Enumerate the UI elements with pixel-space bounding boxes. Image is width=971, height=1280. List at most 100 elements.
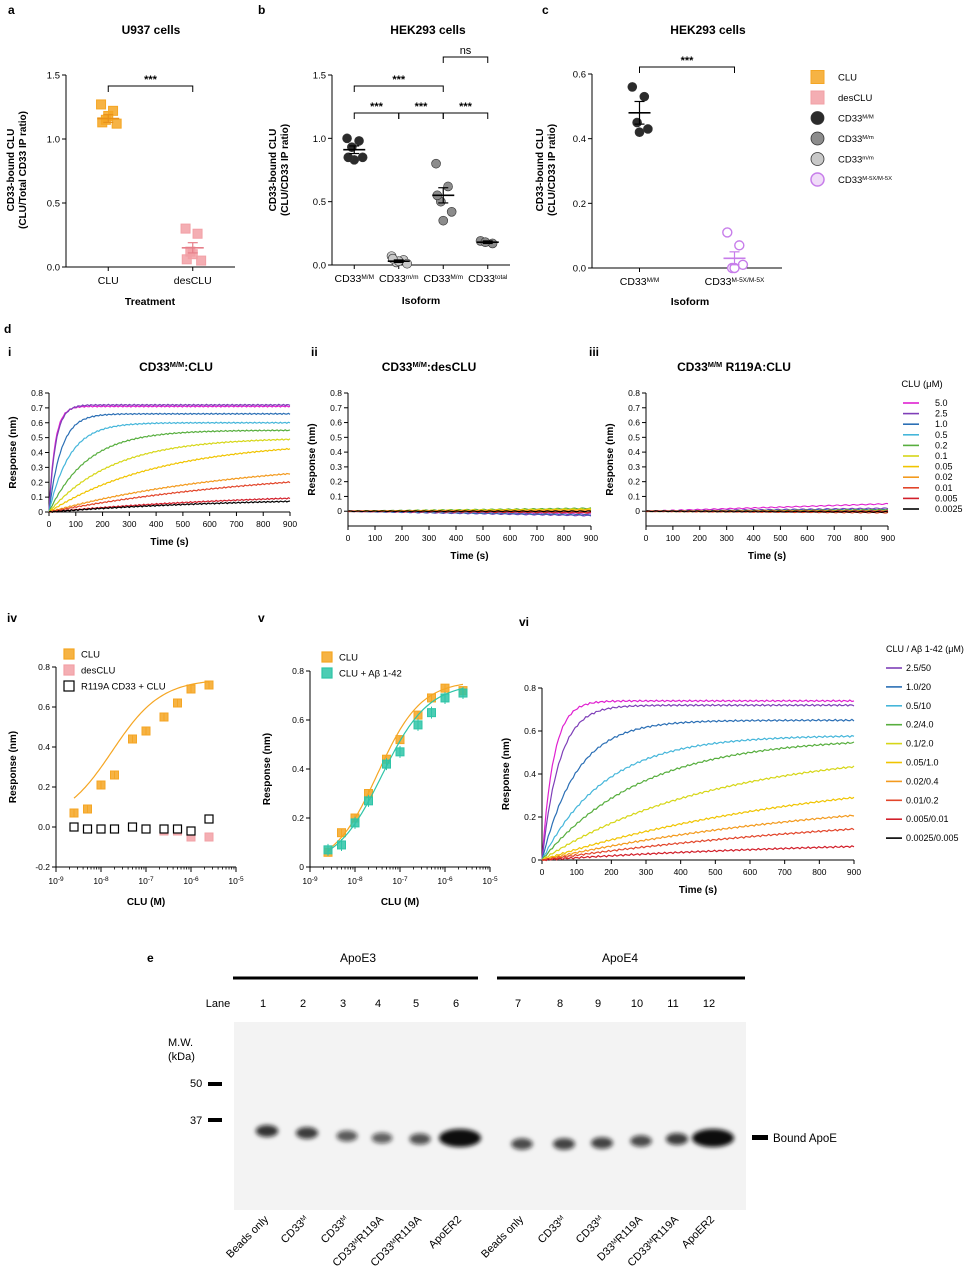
tick-base: 10: [347, 876, 357, 886]
data-point: [737, 259, 749, 270]
y-tick-label: 0.6: [573, 70, 586, 81]
label-sup: M: [646, 1237, 655, 1246]
y-tick-label: 0.4: [31, 448, 43, 458]
legend-label: R119A CD33 + CLU: [81, 682, 166, 693]
legend-label: 0.02: [935, 472, 953, 482]
legend-label: 0.05/1.0: [906, 758, 939, 768]
series-line: [541, 765, 855, 861]
x-tick-label: 900: [881, 533, 895, 543]
legend-label: 0.2/4.0: [906, 720, 934, 730]
x-tick-label: 10-6: [183, 876, 199, 887]
lane-number: 6: [453, 998, 459, 1010]
tick-base: 10: [183, 876, 193, 886]
lane-number: 4: [375, 998, 381, 1010]
x-axis-title: Time (s): [748, 551, 786, 562]
label-sup: M-5X/M-5X: [731, 277, 765, 284]
series-line: [541, 699, 855, 861]
x-tick-label: 800: [812, 867, 826, 877]
x-tick-label: 500: [176, 519, 190, 529]
label-base: CD33: [382, 360, 413, 374]
data-point: [96, 824, 106, 834]
x-tick-label: 600: [800, 533, 814, 543]
data-point: [186, 826, 196, 836]
blot-band: [665, 1133, 689, 1145]
x-tick-label: 500: [708, 867, 722, 877]
data-point: [440, 693, 450, 703]
series-line: [541, 703, 855, 861]
legend-vi: CLU / Aβ 1-42 (μM) 2.5/50 1.0/20 0.5/10 0.2/…: [886, 644, 964, 843]
series-line: [48, 412, 291, 513]
x-tick-label: 700: [778, 867, 792, 877]
data-point: [364, 796, 373, 806]
y-tick-label: 0.2: [292, 813, 304, 823]
label-rest: R119A: [649, 1213, 681, 1245]
y-tick-label: 1.5: [47, 71, 60, 82]
series-line: [48, 429, 291, 513]
x-tick-label: 400: [674, 867, 688, 877]
x-tick-label: 500: [476, 533, 490, 543]
x-tick-label: CLU: [98, 275, 119, 287]
lane-number: 9: [595, 998, 601, 1010]
fit-curve: [327, 683, 464, 851]
label-rest: :CLU: [184, 360, 213, 374]
sub-panel-label: v: [258, 611, 265, 625]
x-tick-label: 700: [827, 533, 841, 543]
band-marker-bar: [752, 1135, 768, 1140]
data-point: [431, 158, 441, 169]
y-axis-title: Response (nm): [501, 738, 512, 810]
data-point: [186, 684, 196, 694]
x-tick-label: 800: [256, 519, 270, 529]
y-tick-label: 0.2: [330, 477, 342, 487]
legend-label: CLU: [81, 650, 100, 661]
data-point: [342, 133, 352, 144]
tick-exp: -9: [312, 876, 318, 883]
x-tick-label: CD33M/M: [335, 273, 375, 285]
series-line: [347, 510, 592, 513]
legend-marker: [810, 111, 825, 125]
legend-marker: [810, 70, 825, 84]
x-tick-label: 600: [203, 519, 217, 529]
label-sup: M-5X/M-5X: [862, 176, 892, 182]
y-tick-label: 1.0: [313, 134, 326, 145]
x-tick-label: 800: [854, 533, 868, 543]
group-label: ApoE4: [602, 951, 638, 965]
tick-base: 10: [392, 876, 402, 886]
lane-label: CD33M: [536, 1213, 569, 1246]
label-base: ApoER2: [680, 1214, 717, 1251]
mw-title: (kDa): [168, 1051, 195, 1063]
y-axis-title: CD33-bound CLU: [268, 129, 279, 212]
sub-panel-label: iv: [7, 611, 17, 625]
legend-label: 2.5: [935, 409, 948, 419]
y-tick-label: 0.8: [292, 666, 304, 676]
data-point: [632, 117, 642, 128]
series-line: [645, 510, 889, 513]
data-point: [395, 747, 405, 757]
data-point: [159, 824, 169, 834]
y-tick-label: 0.4: [628, 447, 640, 457]
blot-band: [295, 1127, 319, 1139]
data-point: [413, 720, 423, 730]
legend-marker: [321, 667, 333, 679]
x-tick-label: 200: [604, 867, 618, 877]
label-base: CD33: [620, 276, 647, 288]
sig-label: ***: [459, 101, 473, 113]
blot-band: [255, 1125, 279, 1137]
x-tick-label: 200: [95, 519, 109, 529]
legend-abc: CLUdesCLUCD33M/MCD33M/mCD33m/mCD33M-5X/M…: [810, 70, 892, 187]
legend-label: 1.0/20: [906, 682, 931, 692]
y-tick-label: 0.7: [628, 403, 640, 413]
legend-label: 0.5/10: [906, 701, 931, 711]
tick-exp: -7: [148, 876, 154, 883]
tick-exp: -7: [402, 876, 408, 883]
y-tick-label: 0.5: [313, 197, 326, 208]
y-axis-title: (CLU/CD33 IP ratio): [547, 124, 558, 216]
x-tick-label: CD33M/m: [424, 273, 464, 285]
x-tick-label: 10-6: [437, 876, 453, 887]
lane-number: 12: [703, 998, 715, 1010]
legend-label: 0.01: [935, 483, 953, 493]
label-base: CLU: [838, 73, 857, 84]
label-sup: m/m: [862, 156, 874, 162]
sig-bracket: [398, 112, 444, 119]
sig-label: ***: [415, 101, 429, 113]
